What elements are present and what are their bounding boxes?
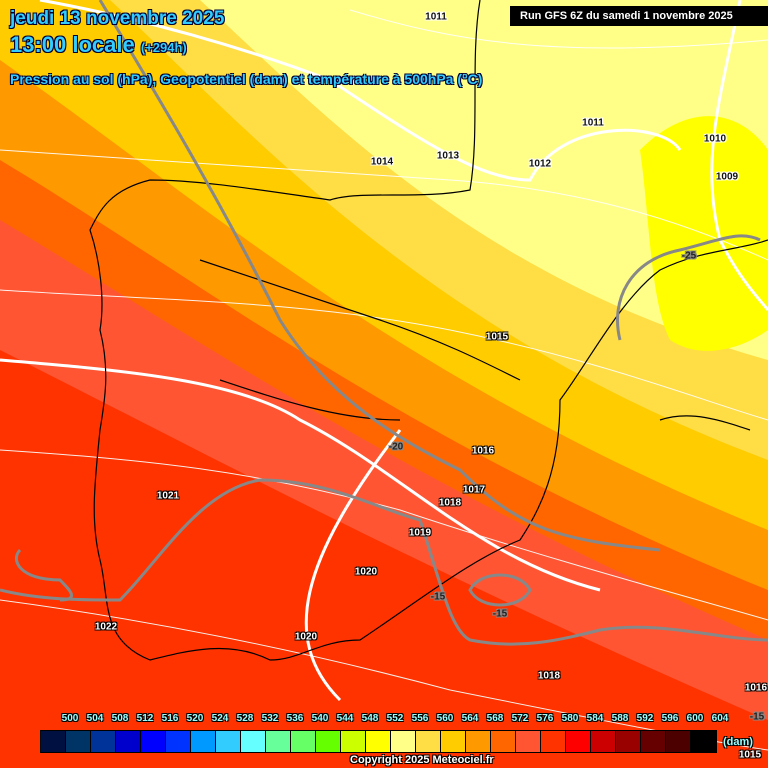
legend-swatch xyxy=(591,731,616,752)
legend-swatch xyxy=(491,731,516,752)
legend-swatch xyxy=(66,731,91,752)
pressure-label: 1018 xyxy=(438,497,462,509)
legend-swatch xyxy=(316,731,341,752)
temperature-label: -15 xyxy=(749,711,765,723)
legend-swatch xyxy=(41,731,66,752)
pressure-label: 1016 xyxy=(471,445,495,457)
pressure-label: 1018 xyxy=(537,670,561,682)
temperature-label: -20 xyxy=(388,441,404,453)
legend-swatch xyxy=(341,731,366,752)
pressure-label: 1011 xyxy=(425,11,447,23)
pressure-label: 1020 xyxy=(294,631,318,643)
pressure-label: 1010 xyxy=(703,133,727,145)
legend-tick: 556 xyxy=(411,713,429,724)
legend-tick: 548 xyxy=(361,713,379,724)
legend-swatch xyxy=(191,731,216,752)
legend-tick: 516 xyxy=(161,713,179,724)
legend-tick: 568 xyxy=(486,713,504,724)
legend-swatch xyxy=(516,731,541,752)
pressure-label: 1015 xyxy=(738,749,762,761)
legend-swatch xyxy=(616,731,641,752)
legend-swatch xyxy=(466,731,491,752)
pressure-label: 1013 xyxy=(436,150,460,162)
pressure-label: 1014 xyxy=(370,156,394,168)
pressure-label: 1015 xyxy=(485,331,509,343)
legend-tick: 584 xyxy=(586,713,604,724)
legend-swatch xyxy=(441,731,466,752)
legend-tick: 600 xyxy=(686,713,704,724)
pressure-label: 1011 xyxy=(582,117,604,129)
legend-tick: 532 xyxy=(261,713,279,724)
pressure-label: 1009 xyxy=(715,171,739,183)
forecast-date: jeudi 13 novembre 2025 xyxy=(10,8,225,29)
forecast-time-local: 13:00 locale xyxy=(10,32,135,57)
legend-tick: 576 xyxy=(536,713,554,724)
legend-tick: 604 xyxy=(711,713,729,724)
legend-tick: 580 xyxy=(561,713,579,724)
legend-tick: 564 xyxy=(461,713,479,724)
legend-swatch xyxy=(91,731,116,752)
legend-swatch xyxy=(166,731,191,752)
legend-tick: 508 xyxy=(111,713,129,724)
pressure-label: 1021 xyxy=(156,490,180,502)
legend-tick: 560 xyxy=(436,713,454,724)
legend-swatch xyxy=(566,731,591,752)
legend-swatch xyxy=(116,731,141,752)
legend-tick: 504 xyxy=(86,713,104,724)
legend-swatch xyxy=(691,731,716,752)
legend-swatch xyxy=(291,731,316,752)
pressure-label: 1020 xyxy=(354,566,378,578)
pressure-label: 1022 xyxy=(94,621,118,633)
legend-swatch xyxy=(141,731,166,752)
legend-tick: 500 xyxy=(61,713,79,724)
legend-tick: 528 xyxy=(236,713,254,724)
temperature-label: -25 xyxy=(681,250,697,262)
legend-color-bar xyxy=(40,730,717,753)
copyright: Copyright 2025 Meteociel.fr xyxy=(350,754,494,766)
pressure-label: 1017 xyxy=(462,484,486,496)
temperature-label: -15 xyxy=(430,591,446,603)
legend-swatch xyxy=(641,731,666,752)
pressure-label: 1019 xyxy=(408,527,432,539)
legend-tick: 520 xyxy=(186,713,204,724)
legend-tick: 536 xyxy=(286,713,304,724)
pressure-label: 1012 xyxy=(528,158,552,170)
forecast-offset: (+294h) xyxy=(140,40,187,55)
legend-tick: 544 xyxy=(336,713,354,724)
legend-tick: 540 xyxy=(311,713,329,724)
legend-tick: 572 xyxy=(511,713,529,724)
legend-tick: 552 xyxy=(386,713,404,724)
legend-swatch xyxy=(241,731,266,752)
legend-tick: 512 xyxy=(136,713,154,724)
pressure-label: 1016 xyxy=(744,682,768,694)
legend-tick: 524 xyxy=(211,713,229,724)
legend-swatch xyxy=(666,731,691,752)
map-subtitle: Pression au sol (hPa), Geopotentiel (dam… xyxy=(10,71,483,87)
legend-swatch xyxy=(541,731,566,752)
legend-tick: 588 xyxy=(611,713,629,724)
legend-tick: 596 xyxy=(661,713,679,724)
legend-swatch xyxy=(416,731,441,752)
legend-swatch xyxy=(391,731,416,752)
legend-swatch xyxy=(366,731,391,752)
legend-swatch xyxy=(216,731,241,752)
legend-unit: (dam) xyxy=(723,736,753,748)
temperature-label: -15 xyxy=(492,608,508,620)
run-info-banner: Run GFS 6Z du samedi 1 novembre 2025 xyxy=(510,6,768,26)
legend-tick: 592 xyxy=(636,713,654,724)
forecast-time: 13:00 locale (+294h) xyxy=(10,32,187,58)
legend-swatch xyxy=(266,731,291,752)
